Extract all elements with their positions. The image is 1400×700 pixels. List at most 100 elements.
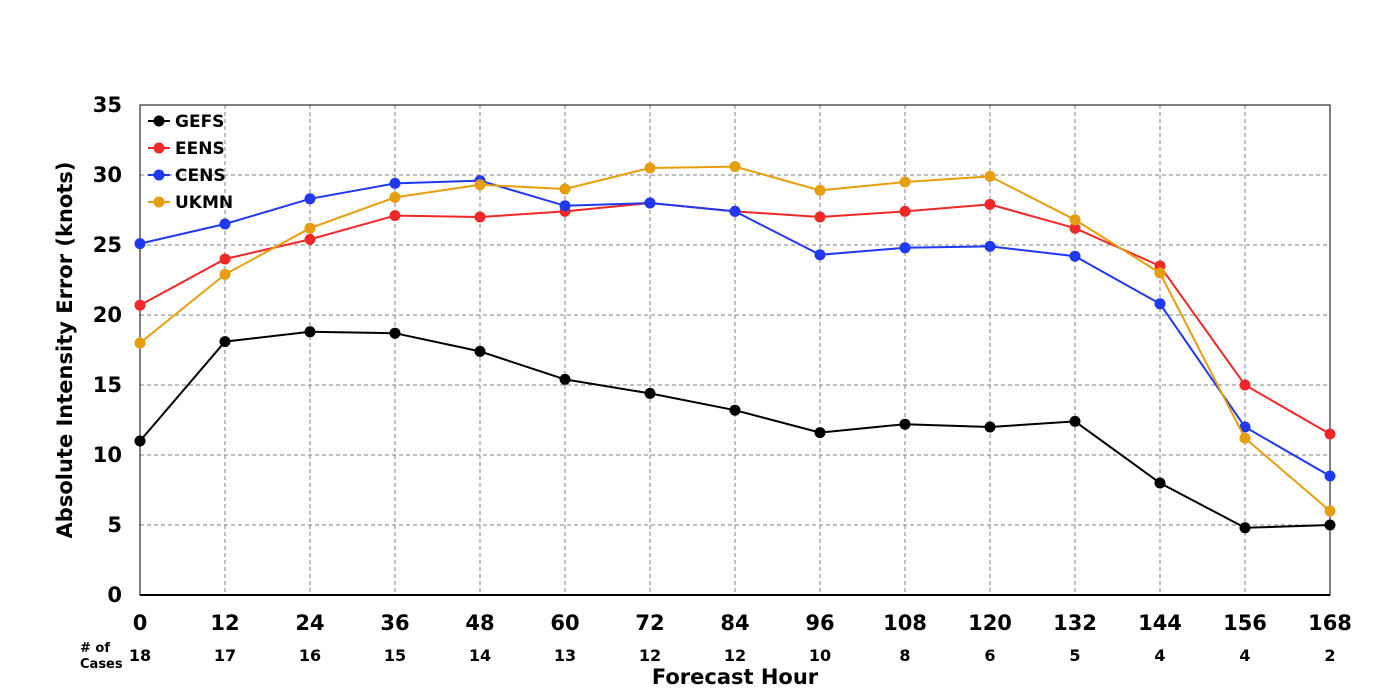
data-point: [474, 179, 486, 191]
case-count: 5: [1069, 646, 1080, 665]
data-point: [984, 198, 996, 210]
case-count: 14: [469, 646, 491, 665]
legend-item-ukmn: UKMN: [148, 193, 233, 213]
data-point: [134, 435, 146, 447]
legend-marker: [153, 115, 165, 127]
data-point: [644, 197, 656, 209]
legend-marker: [153, 196, 165, 208]
legend-marker: [153, 169, 165, 181]
y-tick-label: 20: [93, 303, 122, 327]
data-point: [814, 211, 826, 223]
data-point: [644, 387, 656, 399]
x-tick-label: 36: [380, 611, 409, 635]
x-tick-label: 144: [1138, 611, 1182, 635]
data-point: [559, 183, 571, 195]
legend-item-gefs: GEFS: [148, 112, 224, 132]
data-point: [814, 184, 826, 196]
x-axis-title: Forecast Hour: [652, 665, 819, 689]
data-point: [899, 418, 911, 430]
x-tick-label: 108: [883, 611, 927, 635]
data-point: [1324, 428, 1336, 440]
y-tick-label: 30: [93, 163, 122, 187]
case-count: 12: [724, 646, 746, 665]
data-point: [644, 162, 656, 174]
data-point: [219, 218, 231, 230]
data-point: [984, 421, 996, 433]
data-point: [389, 177, 401, 189]
data-point: [1239, 432, 1251, 444]
y-tick-label: 15: [93, 373, 122, 397]
series-cens: [134, 175, 1336, 482]
data-point: [134, 238, 146, 250]
case-count: 16: [299, 646, 321, 665]
series-layer: [134, 161, 1336, 534]
x-tick-label: 84: [720, 611, 749, 635]
data-point: [899, 176, 911, 188]
legend-label: GEFS: [175, 112, 224, 132]
x-tick-label: 168: [1308, 611, 1352, 635]
data-point: [984, 240, 996, 252]
data-point: [1154, 267, 1166, 279]
data-point: [1324, 505, 1336, 517]
cases-label: # of Cases: [80, 641, 123, 672]
y-tick-label: 35: [93, 93, 122, 117]
cases-row: # of Cases 18 17 16 15 14 13 12 12 10 8 6 5 4 4 2: [80, 641, 1336, 672]
x-tick-label: 24: [295, 611, 324, 635]
y-tick-label: 10: [93, 443, 122, 467]
legend-marker: [153, 142, 165, 154]
case-count: 15: [384, 646, 406, 665]
data-point: [219, 268, 231, 280]
data-point: [814, 249, 826, 261]
data-point: [1324, 470, 1336, 482]
x-tick-label: 60: [550, 611, 579, 635]
data-point: [1154, 477, 1166, 489]
data-point: [389, 191, 401, 203]
legend-label: UKMN: [175, 193, 233, 213]
data-point: [474, 211, 486, 223]
x-tick-label: 156: [1223, 611, 1267, 635]
data-point: [304, 233, 316, 245]
data-point: [304, 193, 316, 205]
data-point: [559, 200, 571, 212]
data-point: [1069, 250, 1081, 262]
grid-lines: [140, 105, 1330, 595]
case-count: 4: [1154, 646, 1165, 665]
data-point: [729, 161, 741, 173]
data-point: [474, 345, 486, 357]
legend-item-cens: CENS: [148, 166, 226, 186]
y-tick-label: 5: [107, 513, 122, 537]
y-tick-labels: 0 5 10 15 20 25 30 35: [93, 93, 122, 607]
case-count: 4: [1239, 646, 1250, 665]
data-point: [134, 299, 146, 311]
series-ukmn: [134, 161, 1336, 517]
case-count: 12: [639, 646, 661, 665]
data-point: [1069, 214, 1081, 226]
data-point: [559, 373, 571, 385]
case-count: 13: [554, 646, 576, 665]
x-tick-label: 96: [805, 611, 834, 635]
data-point: [814, 427, 826, 439]
data-point: [1154, 298, 1166, 310]
data-point: [1239, 379, 1251, 391]
data-point: [219, 336, 231, 348]
legend-item-eens: EENS: [148, 139, 225, 159]
data-point: [1239, 421, 1251, 433]
case-count: 8: [899, 646, 910, 665]
x-tick-label: 12: [210, 611, 239, 635]
data-point: [1069, 222, 1081, 234]
data-point: [134, 337, 146, 349]
case-count: 17: [214, 646, 236, 665]
cases-label-line-2: Cases: [80, 657, 123, 672]
data-point: [389, 210, 401, 222]
data-point: [1324, 519, 1336, 531]
data-point: [304, 326, 316, 338]
y-tick-label: 25: [93, 233, 122, 257]
data-point: [899, 205, 911, 217]
data-point: [1069, 415, 1081, 427]
data-point: [729, 404, 741, 416]
x-tick-label: 120: [968, 611, 1012, 635]
x-tick-label: 72: [635, 611, 664, 635]
series-gefs: [134, 326, 1336, 534]
case-count: 10: [809, 646, 831, 665]
